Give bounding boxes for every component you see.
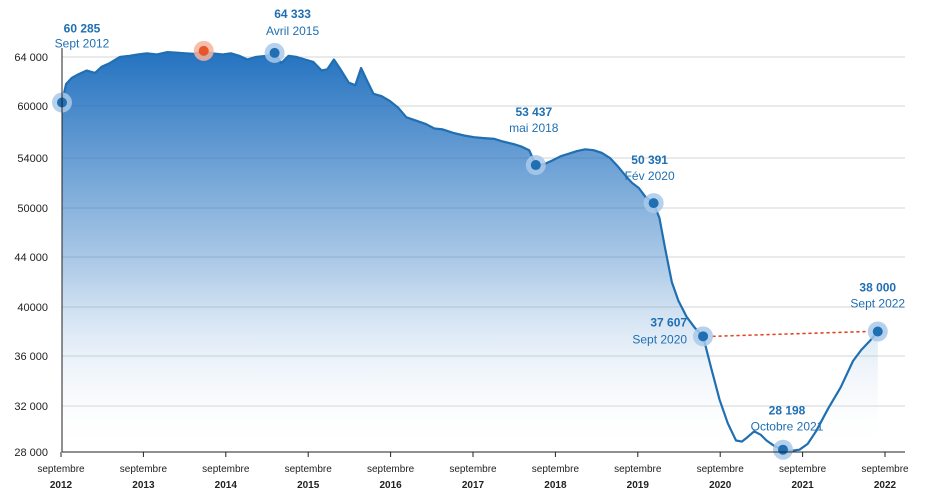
y-tick-label: 44 000 bbox=[14, 252, 48, 264]
x-tick-label-month: septembre bbox=[449, 464, 497, 475]
annotation-label: Fév 2020 bbox=[625, 169, 675, 183]
x-tick-label-month: septembre bbox=[120, 464, 168, 475]
x-tick-label-year: 2020 bbox=[709, 480, 732, 491]
x-tick-label-year: 2018 bbox=[544, 480, 567, 491]
annotation-label: mai 2018 bbox=[509, 121, 559, 135]
annotation-value: 50 391 bbox=[631, 153, 668, 167]
x-tick-label-year: 2022 bbox=[874, 480, 897, 491]
marker-dot bbox=[778, 444, 788, 455]
y-tick-label: 36 000 bbox=[14, 351, 48, 363]
x-tick-label-month: septembre bbox=[367, 464, 415, 475]
x-tick-label-year: 2016 bbox=[379, 480, 402, 491]
x-tick-label-year: 2012 bbox=[50, 480, 73, 491]
x-tick-label-year: 2017 bbox=[462, 480, 485, 491]
x-tick-label-year: 2019 bbox=[627, 480, 650, 491]
annotation-value: 64 333 bbox=[274, 7, 311, 21]
projection-dotted-line bbox=[712, 330, 869, 338]
x-tick-label-month: septembre bbox=[285, 464, 333, 475]
projection-line bbox=[712, 330, 869, 338]
annotation-value: 38 000 bbox=[859, 281, 896, 295]
x-tick-label-month: septembre bbox=[532, 464, 580, 475]
x-tick-label-month: septembre bbox=[202, 464, 250, 475]
area-fill-path bbox=[62, 50, 878, 453]
marker-dot bbox=[698, 331, 709, 342]
x-tick-label-year: 2014 bbox=[215, 480, 238, 491]
annotation-value: 37 607 bbox=[650, 315, 687, 329]
y-tick-label: 50000 bbox=[17, 203, 48, 215]
y-tick-label: 40000 bbox=[17, 302, 48, 314]
x-tick-label-month: septembre bbox=[614, 464, 662, 475]
x-tick-label-month: septembre bbox=[779, 464, 827, 475]
marker-dot bbox=[872, 326, 883, 337]
annotation-label: Sept 2020 bbox=[632, 332, 687, 346]
area-fill bbox=[62, 50, 878, 453]
annotation-value: 60 285 bbox=[64, 22, 101, 36]
annotation-label: Sept 2022 bbox=[850, 297, 905, 311]
x-axis: septembre 2012 septembre 2013 septembre 2014 s… bbox=[37, 452, 909, 491]
x-tick-label-month: septembre bbox=[861, 464, 909, 475]
marker-dot bbox=[648, 198, 659, 209]
y-axis: 28 000 32 000 36 000 40000 44 000 50000 54000 6… bbox=[14, 48, 905, 459]
marker-dot bbox=[269, 47, 280, 58]
x-tick-label-month: septembre bbox=[697, 464, 745, 475]
y-tick-label: 28 000 bbox=[14, 447, 48, 459]
y-tick-label: 64 000 bbox=[14, 52, 48, 64]
annotation-label: Sept 2012 bbox=[55, 37, 110, 51]
annotation-value: 28 198 bbox=[769, 404, 806, 418]
y-tick-label: 54000 bbox=[17, 153, 48, 165]
x-tick-label-year: 2021 bbox=[791, 480, 814, 491]
annotation-value: 53 437 bbox=[515, 105, 552, 119]
x-tick-label-month: septembre bbox=[37, 464, 85, 475]
x-tick-label-year: 2015 bbox=[297, 480, 320, 491]
y-tick-label: 32 000 bbox=[14, 401, 48, 413]
marker-dot bbox=[530, 160, 541, 171]
y-tick-label: 60000 bbox=[17, 101, 48, 113]
x-tick-label-year: 2013 bbox=[132, 480, 155, 491]
marker-dot bbox=[198, 45, 209, 56]
annotation-label: Octobre 2021 bbox=[751, 420, 824, 434]
annotation-label: Avril 2015 bbox=[266, 24, 319, 38]
